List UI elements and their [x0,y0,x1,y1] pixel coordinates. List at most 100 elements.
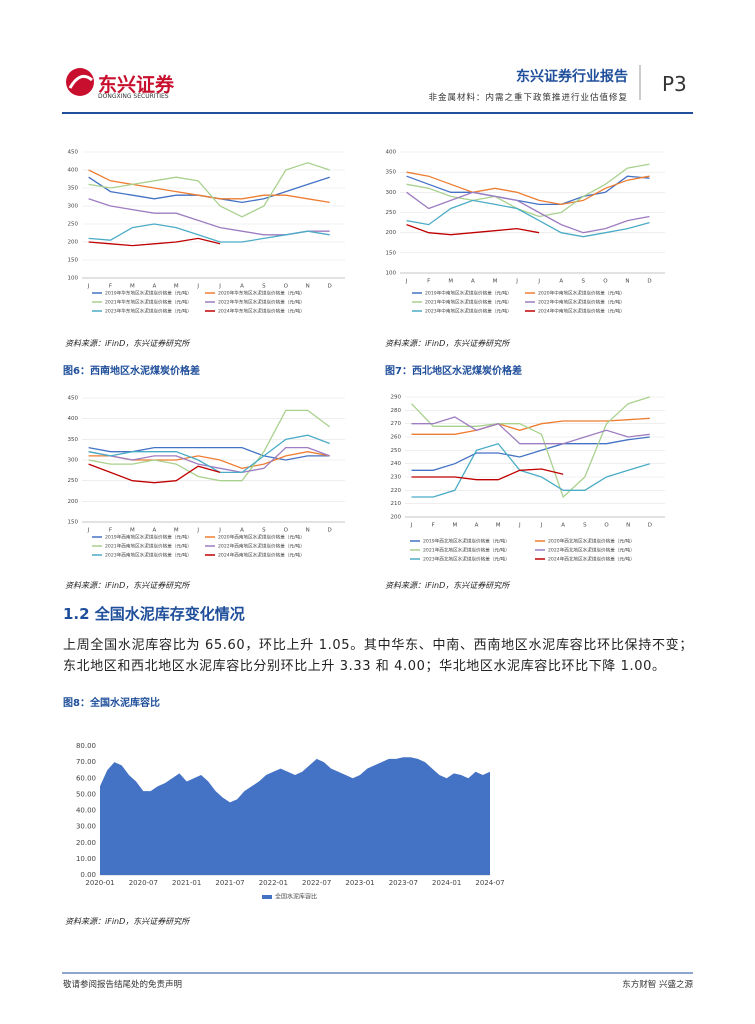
footer-right: 东方财智 兴盛之源 [622,980,693,990]
legend-label: 2020年西南地区水泥煤炭价格差（元/吨） [218,534,305,541]
y-tick-label: 400 [68,168,79,174]
series-line [411,468,564,481]
x-tick-label: M [452,523,457,529]
x-tick-label: N [626,523,630,529]
x-tick-label: 2023-01 [345,879,374,887]
y-tick-label: 30.00 [76,823,96,831]
legend-label: 2019年西北地区水泥煤炭价格差（元/吨） [423,538,510,545]
x-tick-label: J [540,523,543,529]
y-tick-label: 100 [386,271,397,277]
figure-title: 图7：西北地区水泥煤炭价格差 [385,366,522,377]
x-tick-label: D [648,523,652,529]
y-tick-label: 210 [391,501,402,507]
legend-label: 2021年西南地区水泥煤炭价格差（元/吨） [105,543,192,550]
brand-en: DONGXING SECURITIES [98,93,169,100]
figure-title: 图6：西南地区水泥煤炭价格差 [63,366,200,377]
x-tick-label: 2021-07 [215,879,244,887]
y-tick-label: 20.00 [76,839,96,847]
series-line [88,162,330,218]
x-tick-label: F [109,284,112,290]
x-tick-label: 2022-01 [259,879,288,887]
series-line [88,434,330,474]
y-tick-label: 350 [68,186,79,192]
y-tick-label: 70.00 [76,758,96,766]
y-tick-label: 150 [68,520,79,526]
legend-label: 全国水泥库容比 [275,893,317,901]
x-tick-label: M [496,523,501,529]
y-tick-label: 100 [68,276,79,282]
x-tick-label: N [306,284,310,290]
series-line [406,175,650,206]
x-tick-label: A [559,279,563,285]
x-tick-label: O [603,279,608,285]
x-tick-label: M [174,284,179,290]
y-tick-label: 350 [386,170,397,176]
x-tick-label: O [604,523,609,529]
y-tick-label: 10.00 [76,855,96,863]
legend-label: 2019年西南地区水泥煤炭价格差（元/吨） [105,534,192,541]
x-tick-label: A [152,528,156,534]
y-tick-label: 450 [68,396,79,402]
x-tick-label: J [196,528,199,534]
x-tick-label: J [218,528,221,534]
x-tick-label: 2023-07 [389,879,418,887]
legend-label: 2023年西南地区水泥煤炭价格差（元/吨） [105,552,192,559]
series-line [88,198,330,236]
x-tick-label: M [130,284,135,290]
legend-label: 2019年中南地区水泥煤炭价格差（元/吨） [425,290,512,297]
legend-label: 2021年华东地区水泥煤炭价格差（元/吨） [105,299,192,306]
y-tick-label: 280 [391,408,402,414]
x-tick-label: J [515,279,518,285]
x-tick-label: J [405,279,408,285]
series-line [411,436,650,471]
legend-label: 2022年华东地区水泥煤炭价格差（元/吨） [218,299,305,306]
x-tick-label: 2024-07 [475,879,504,887]
x-tick-label: J [518,523,521,529]
series-line [88,463,221,484]
y-tick-label: 200 [68,240,79,246]
x-tick-label: M [493,279,498,285]
series-line [411,396,650,499]
x-tick-label: J [87,284,90,290]
x-tick-label: J [87,528,90,534]
x-tick-label: D [328,528,332,534]
x-tick-label: A [152,284,156,290]
x-tick-label: 2020-07 [129,879,158,887]
x-tick-label: A [475,523,479,529]
y-tick-label: 40.00 [76,807,96,815]
y-tick-label: 300 [68,458,79,464]
report-subtitle: 非金属材料：内需之重下政策推进行业估值修复 [428,93,628,103]
series-line [406,191,650,234]
x-tick-label: S [582,279,586,285]
x-tick-label: F [432,523,435,529]
x-tick-label: A [240,284,244,290]
legend-label: 2022年西北地区水泥煤炭价格差（元/吨） [548,547,635,554]
x-tick-label: F [427,279,430,285]
y-tick-label: 0.00 [80,871,96,879]
logo-swoosh [68,74,93,89]
logo-mark [66,68,94,96]
legend-label: 2023年中南地区水泥煤炭价格差（元/吨） [425,308,512,315]
series-line [406,171,650,206]
x-tick-label: N [306,528,310,534]
legend-label: 2024年中南地区水泥煤炭价格差（元/吨） [538,308,625,315]
y-tick-label: 400 [68,416,79,422]
y-tick-label: 300 [386,190,397,196]
y-tick-label: 240 [391,461,402,467]
x-tick-label: D [328,284,332,290]
x-tick-label: S [262,528,266,534]
x-tick-label: 2024-01 [432,879,461,887]
x-tick-label: S [583,523,587,529]
x-tick-label: 2020-01 [85,879,114,887]
series-line [411,416,650,445]
x-tick-label: A [561,523,565,529]
report-name: 东兴证券行业报告 [516,69,628,85]
x-tick-label: J [537,279,540,285]
y-tick-label: 200 [391,515,402,521]
y-tick-label: 270 [391,421,402,427]
series-line [406,223,540,236]
y-tick-label: 150 [386,250,397,256]
y-tick-label: 250 [386,210,397,216]
legend-label: 2020年华东地区水泥煤炭价格差（元/吨） [218,290,305,297]
